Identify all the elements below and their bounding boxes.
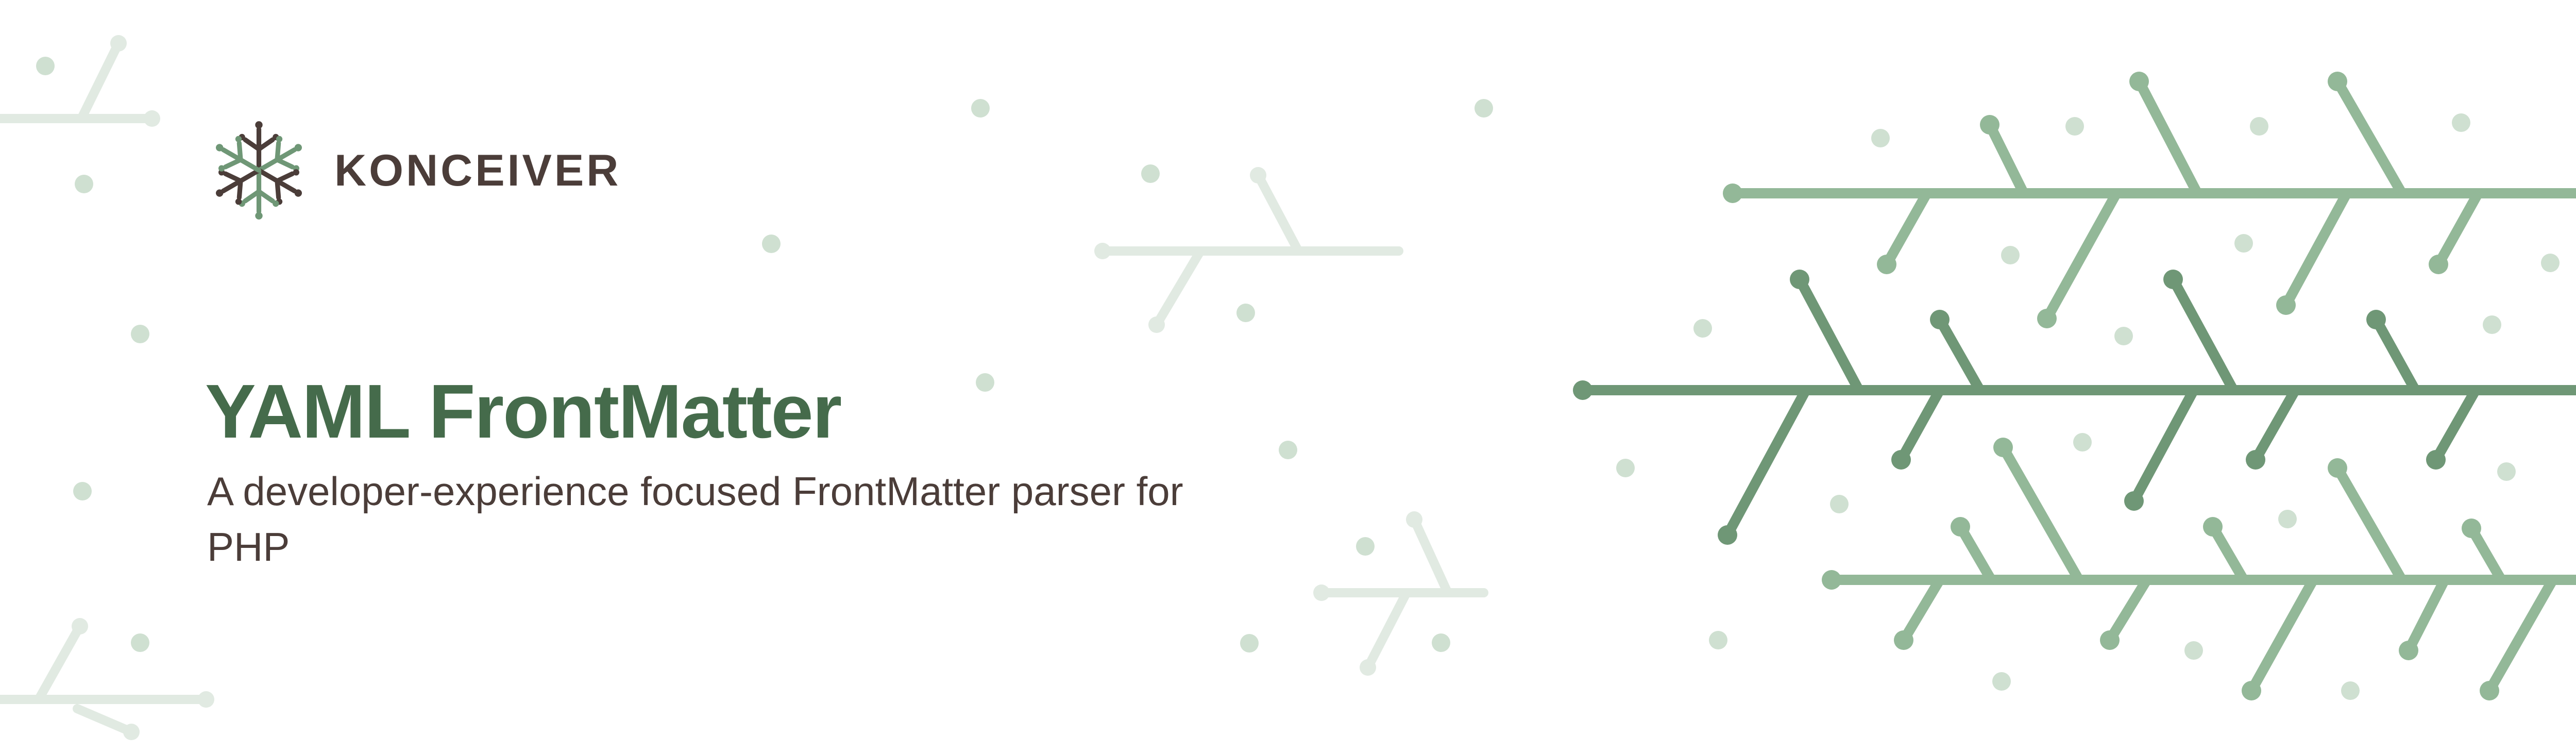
branch-row-bottom xyxy=(1822,438,2576,700)
snowflake-branch-icon xyxy=(215,121,302,220)
page-title: YAML FrontMatter xyxy=(205,369,842,454)
brand-logo: KONCEIVER xyxy=(206,118,621,223)
brand-name: KONCEIVER xyxy=(334,145,621,195)
scattered-dots xyxy=(36,57,2560,700)
branch-row-middle xyxy=(1573,270,2576,545)
faint-branches xyxy=(0,35,1488,740)
page-subtitle: A developer-experience focused FrontMatt… xyxy=(207,469,1183,570)
branch-row-top xyxy=(1723,72,2576,328)
